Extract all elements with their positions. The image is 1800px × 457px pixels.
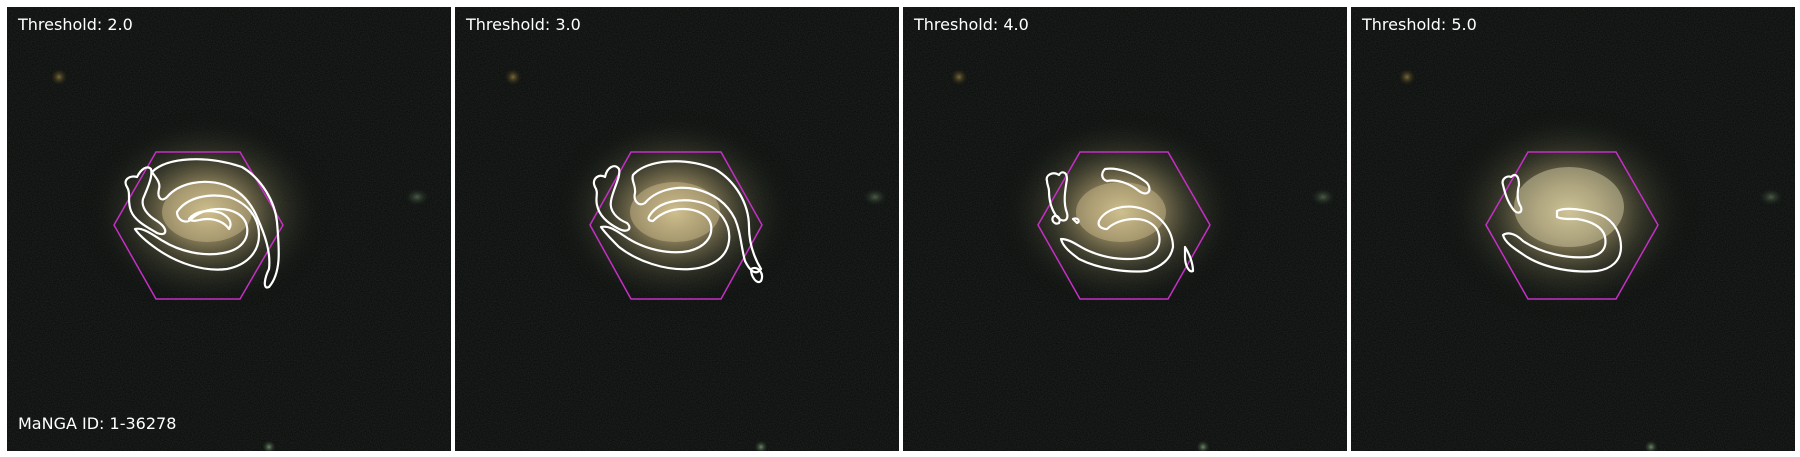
- spiral-arm-contours: [124, 158, 280, 289]
- galaxy-panel-threshold-2: Threshold: 2.0 MaNGA ID: 1-36278: [7, 7, 451, 451]
- galaxy-image: [455, 7, 899, 451]
- threshold-label: Threshold: 2.0: [18, 15, 133, 34]
- galaxy-panel-threshold-5: Threshold: 5.0: [1351, 7, 1795, 451]
- galaxy-panel-threshold-3: Threshold: 3.0: [455, 7, 899, 451]
- spiral-arm-contours: [1501, 174, 1623, 273]
- galaxy-image: [1351, 7, 1795, 451]
- threshold-label: Threshold: 3.0: [466, 15, 581, 34]
- ifu-hexagon: [113, 151, 284, 300]
- ifu-hexagon: [1037, 151, 1211, 300]
- threshold-label: Threshold: 5.0: [1362, 15, 1477, 34]
- galaxy-image: [903, 7, 1347, 451]
- threshold-label: Threshold: 4.0: [914, 15, 1029, 34]
- ifu-hexagon: [1485, 151, 1659, 300]
- galaxy-panel-threshold-4: Threshold: 4.0: [903, 7, 1347, 451]
- galaxy-image: [7, 7, 451, 451]
- spiral-arm-contours: [592, 160, 764, 284]
- ifu-hexagon: [589, 151, 763, 300]
- manga-id-label: MaNGA ID: 1-36278: [18, 414, 177, 433]
- spiral-arm-contours: [1045, 167, 1195, 273]
